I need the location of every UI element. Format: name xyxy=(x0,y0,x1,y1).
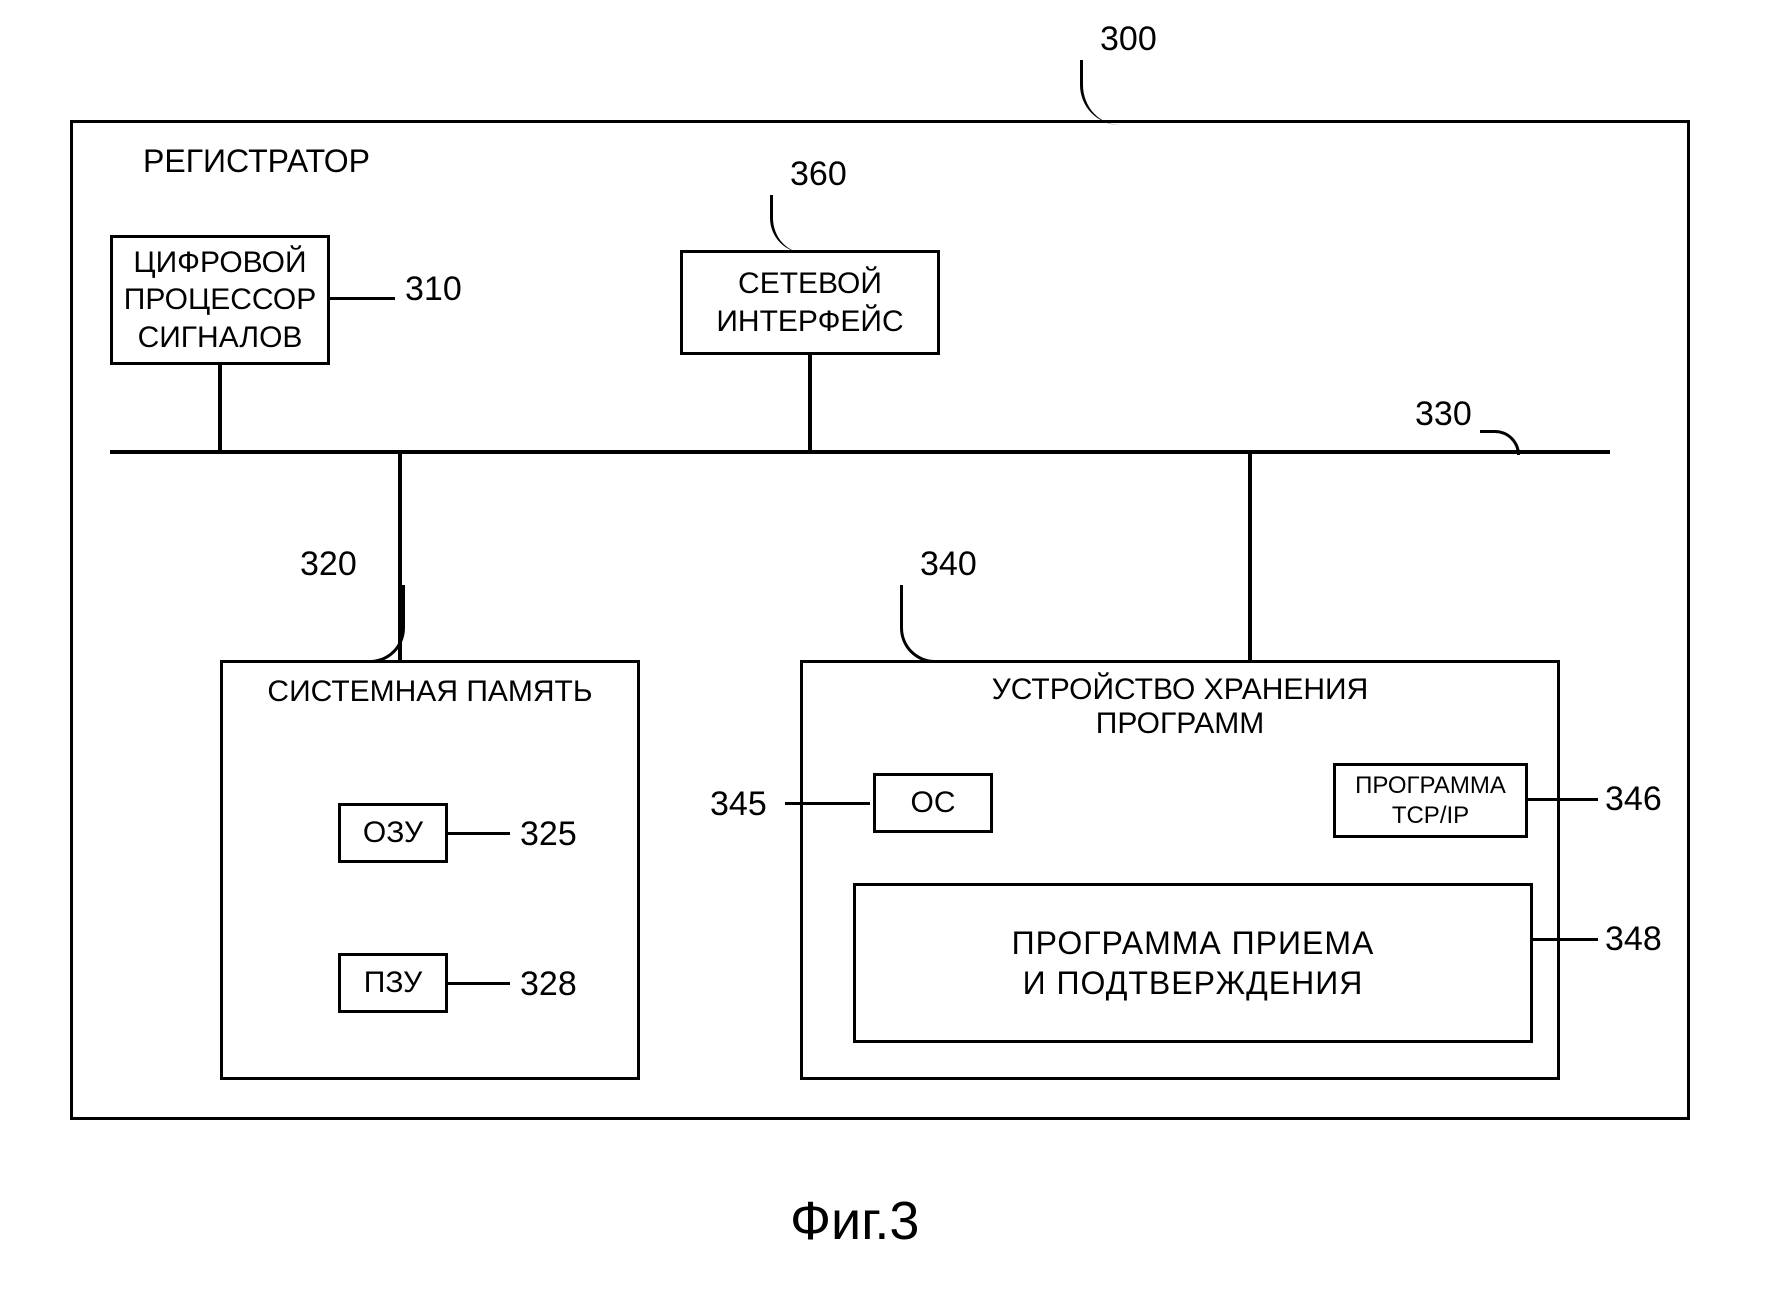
ref-328: 328 xyxy=(520,965,577,1004)
rxack-text: ПРОГРАММА ПРИЕМА И ПОДТВЕРЖДЕНИЯ xyxy=(1006,919,1381,1007)
dsp-box: ЦИФРОВОЙ ПРОЦЕССОР СИГНАЛОВ xyxy=(110,235,330,365)
sysmem-title: СИСТЕМНАЯ ПАМЯТЬ xyxy=(223,675,637,709)
ref-360: 360 xyxy=(790,155,847,194)
tcpip-text: ПРОГРАММА TCP/IP xyxy=(1349,767,1512,835)
figure-caption: Фиг.3 xyxy=(790,1190,919,1252)
lead-328 xyxy=(448,982,510,985)
registrar-title: РЕГИСТРАТОР xyxy=(143,143,370,180)
rxack-box: ПРОГРАММА ПРИЕМА И ПОДТВЕРЖДЕНИЯ xyxy=(853,883,1533,1043)
storage-box: УСТРОЙСТВО ХРАНЕНИЯ ПРОГРАММ ОС ПРОГРАММ… xyxy=(800,660,1560,1080)
diagram-canvas: РЕГИСТРАТОР 300 ЦИФРОВОЙ ПРОЦЕССОР СИГНА… xyxy=(0,0,1786,1293)
ref-310: 310 xyxy=(405,270,462,309)
sysmem-box: СИСТЕМНАЯ ПАМЯТЬ ОЗУ ПЗУ xyxy=(220,660,640,1080)
lead-346 xyxy=(1528,798,1598,801)
lead-300 xyxy=(1080,60,1140,125)
ref-300: 300 xyxy=(1100,20,1157,59)
stem-storage xyxy=(1248,452,1252,660)
ref-340: 340 xyxy=(920,545,977,584)
rom-box: ПЗУ xyxy=(338,953,448,1013)
ram-text: ОЗУ xyxy=(357,810,429,856)
dsp-text: ЦИФРОВОЙ ПРОЦЕССОР СИГНАЛОВ xyxy=(118,240,322,361)
bus-line xyxy=(110,450,1610,454)
ref-348: 348 xyxy=(1605,920,1662,959)
netif-box: СЕТЕВОЙ ИНТЕРФЕЙС xyxy=(680,250,940,355)
ref-345: 345 xyxy=(710,785,767,824)
os-text: ОС xyxy=(905,780,962,826)
ref-320: 320 xyxy=(300,545,357,584)
storage-title: УСТРОЙСТВО ХРАНЕНИЯ ПРОГРАММ xyxy=(803,673,1557,741)
netif-text: СЕТЕВОЙ ИНТЕРФЕЙС xyxy=(710,261,909,344)
lead-310 xyxy=(330,297,395,300)
stem-dsp xyxy=(218,365,222,452)
ram-box: ОЗУ xyxy=(338,803,448,863)
stem-netif xyxy=(808,355,812,452)
ref-330: 330 xyxy=(1415,395,1472,434)
lead-325 xyxy=(448,832,510,835)
ref-346: 346 xyxy=(1605,780,1662,819)
lead-345 xyxy=(785,802,870,805)
rom-text: ПЗУ xyxy=(358,960,428,1006)
tcpip-box: ПРОГРАММА TCP/IP xyxy=(1333,763,1528,838)
os-box: ОС xyxy=(873,773,993,833)
lead-348 xyxy=(1533,938,1598,941)
ref-325: 325 xyxy=(520,815,577,854)
